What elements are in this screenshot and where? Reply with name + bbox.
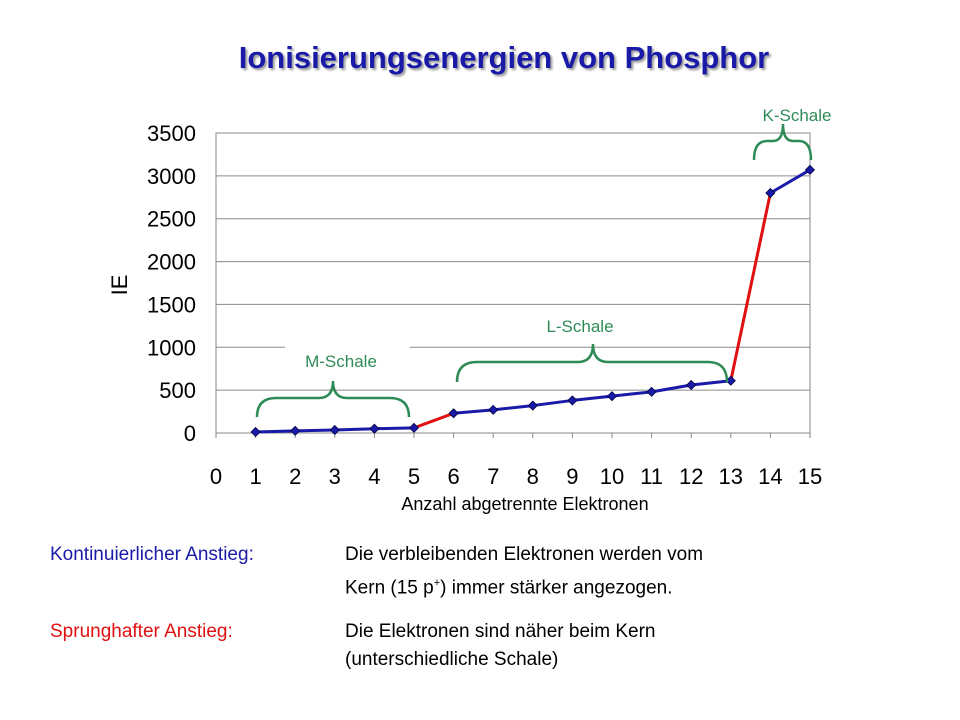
continuous-segment bbox=[333, 427, 376, 432]
data-point bbox=[369, 423, 380, 434]
l-shell-label: L-Schale bbox=[546, 317, 613, 336]
y-tick-label: 500 bbox=[159, 378, 196, 403]
x-tick-label: 12 bbox=[679, 464, 703, 489]
y-tick-label: 1000 bbox=[147, 335, 196, 360]
l-shell-brace bbox=[455, 343, 729, 383]
y-tick-label: 2000 bbox=[147, 250, 196, 275]
y-tick-label: 3000 bbox=[147, 164, 196, 189]
continuous-segment bbox=[570, 394, 614, 402]
jump-rise-label: Sprunghafter Anstieg: bbox=[50, 621, 233, 642]
data-point bbox=[329, 424, 340, 436]
x-tick-label: 8 bbox=[527, 464, 539, 489]
x-tick-labels: 0 1 2 3 4 5 6 7 8 9 10 11 12 13 14 15 bbox=[210, 464, 822, 489]
x-tick-label: 10 bbox=[600, 464, 624, 489]
k-shell-brace bbox=[752, 123, 813, 161]
x-tick-label: 2 bbox=[289, 464, 301, 489]
continuous-segment bbox=[491, 404, 535, 412]
y-tick-labels: 0 500 1000 1500 2000 2500 3000 3500 bbox=[147, 121, 196, 446]
continuous-desc-line-2-pre: Kern (15 p bbox=[345, 577, 434, 599]
data-point bbox=[646, 386, 657, 397]
jump-desc-line-1: Die Elektronen sind näher beim Kern bbox=[345, 621, 656, 642]
data-point bbox=[527, 400, 538, 411]
continuous-desc-line-2-post: ) immer stärker angezogen. bbox=[440, 577, 673, 599]
data-point bbox=[408, 422, 420, 433]
x-axis-label: Anzahl abgetrennte Elektronen bbox=[401, 494, 648, 514]
data-point bbox=[686, 379, 697, 391]
jump-segment bbox=[729, 191, 772, 383]
x-tick-label: 5 bbox=[408, 464, 420, 489]
continuous-segment bbox=[768, 168, 812, 195]
continuous-segment bbox=[452, 408, 495, 415]
m-shell-brace bbox=[255, 380, 411, 418]
continuous-segment bbox=[689, 379, 733, 387]
x-tick-label: 15 bbox=[798, 464, 822, 489]
y-tick-label: 1500 bbox=[147, 292, 196, 317]
continuous-segment bbox=[372, 426, 416, 431]
series-segments bbox=[254, 168, 812, 434]
continuous-segment bbox=[293, 428, 337, 433]
data-point bbox=[290, 425, 301, 436]
x-tick-label: 7 bbox=[487, 464, 499, 489]
x-tick-label: 9 bbox=[566, 464, 578, 489]
continuous-rise-description: Die verbleibenden Elektronen werden vom … bbox=[345, 541, 825, 602]
x-tick-label: 6 bbox=[447, 464, 459, 489]
x-tick-label: 14 bbox=[758, 464, 782, 489]
x-tick-label: 1 bbox=[249, 464, 261, 489]
data-point bbox=[448, 408, 459, 419]
data-point bbox=[488, 404, 499, 415]
jump-rise-description: Die Elektronen sind näher beim Kern (unt… bbox=[345, 618, 825, 674]
x-tick-label: 11 bbox=[640, 464, 663, 489]
jump-segment bbox=[412, 411, 456, 430]
m-shell-label-background bbox=[285, 346, 410, 374]
continuous-desc-line-1: Die verbleibenden Elektronen werden vom bbox=[345, 544, 704, 565]
continuous-segment bbox=[531, 398, 574, 408]
data-point bbox=[606, 391, 618, 402]
data-point bbox=[804, 164, 816, 175]
continuous-rise-label: Kontinuierlicher Anstieg: bbox=[50, 544, 254, 565]
continuous-segment bbox=[650, 383, 693, 394]
x-tick-label: 0 bbox=[210, 464, 222, 489]
jump-desc-line-2: (unterschiedliche Schale) bbox=[345, 649, 559, 670]
series-markers bbox=[250, 164, 816, 438]
charge-superscript: + bbox=[433, 577, 441, 589]
y-axis-label: IE bbox=[107, 275, 132, 296]
k-shell-label: K-Schale bbox=[763, 106, 832, 125]
chart-title: Ionisierungsenergien von Phosphor bbox=[238, 40, 770, 75]
continuous-segment bbox=[254, 429, 297, 434]
continuous-segment bbox=[610, 390, 654, 398]
x-tick-label: 3 bbox=[329, 464, 341, 489]
plot-area bbox=[215, 132, 811, 434]
x-tick-label: 13 bbox=[719, 464, 743, 489]
data-point bbox=[250, 426, 261, 438]
m-shell-label: M-Schale bbox=[305, 352, 377, 371]
x-tick-label: 4 bbox=[368, 464, 380, 489]
data-point bbox=[567, 395, 578, 406]
y-tick-label: 2500 bbox=[147, 207, 196, 232]
y-tick-label: 3500 bbox=[147, 121, 196, 146]
data-point bbox=[765, 187, 776, 199]
y-tick-label: 0 bbox=[184, 421, 196, 446]
